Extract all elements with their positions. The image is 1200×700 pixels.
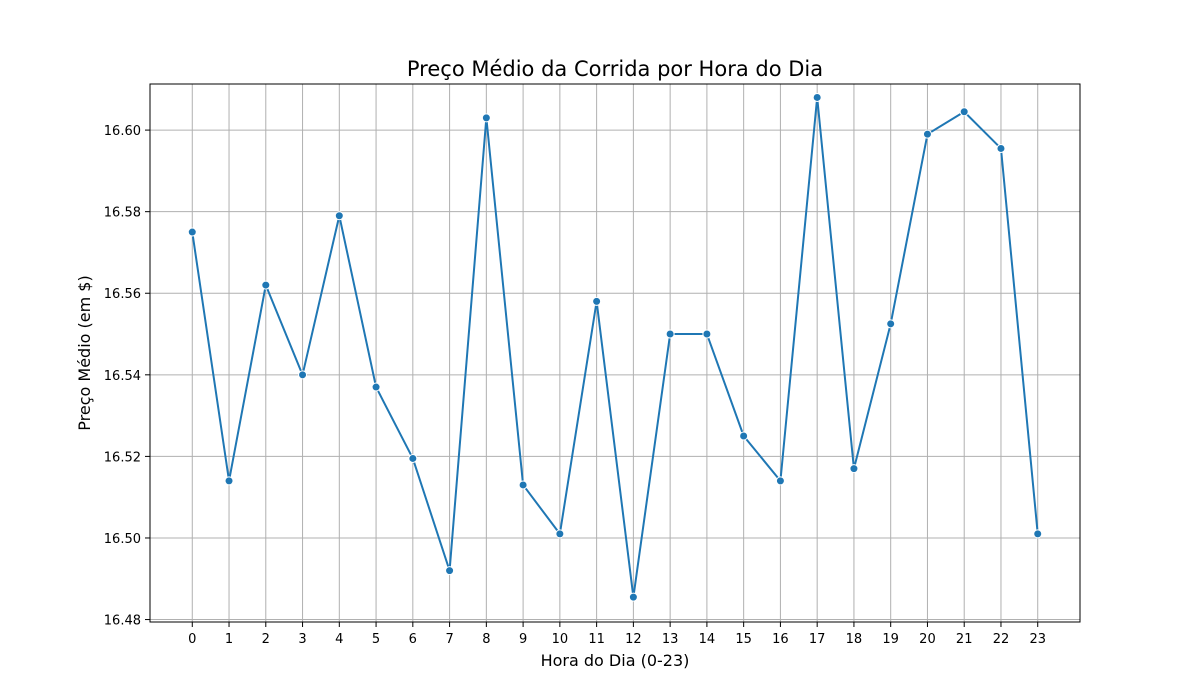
data-point: [555, 529, 565, 539]
x-tick-label: 23: [1029, 632, 1046, 647]
data-point: [739, 431, 749, 441]
x-tick-label: 2: [262, 632, 270, 647]
x-tick-label: 10: [552, 632, 569, 647]
data-point: [298, 370, 308, 380]
x-tick-label: 0: [188, 632, 196, 647]
y-axis-label: Preço Médio (em $): [75, 275, 94, 430]
x-tick-label: 16: [772, 632, 789, 647]
x-tick-label: 7: [445, 632, 453, 647]
data-point: [886, 319, 896, 329]
data-point: [775, 476, 785, 486]
x-tick-label: 8: [482, 632, 490, 647]
data-point: [959, 107, 969, 117]
chart-title: Preço Médio da Corrida por Hora do Dia: [407, 57, 823, 81]
data-point: [812, 92, 822, 102]
data-point: [481, 113, 491, 123]
data-point: [187, 227, 197, 237]
x-tick-label: 21: [956, 632, 973, 647]
data-point: [445, 566, 455, 576]
x-tick-label: 3: [298, 632, 306, 647]
data-point: [224, 476, 234, 486]
series-line: [191, 96, 1039, 599]
data-point: [665, 329, 675, 339]
x-tick-label: 12: [625, 632, 642, 647]
x-tick-label: 17: [809, 632, 826, 647]
data-point: [261, 280, 271, 290]
series-layer: [187, 92, 1043, 602]
x-tick-label: 14: [699, 632, 716, 647]
y-tick-label: 16.52: [104, 450, 141, 465]
x-tick-label: 13: [662, 632, 679, 647]
plot-frame: [149, 83, 1081, 623]
ticks: 0 1 2 3 4 5 6 7 8 9 10 11 12 13 14 15 16 17 18 19 20 21 22 2316…: [104, 124, 1046, 647]
grid: [150, 84, 1080, 622]
x-tick-label: 4: [335, 632, 343, 647]
x-axis-label: Hora do Dia (0-23): [541, 651, 690, 670]
x-tick-label: 19: [882, 632, 899, 647]
data-point: [334, 211, 344, 221]
y-tick-label: 16.56: [104, 287, 141, 302]
data-point: [849, 464, 859, 474]
x-tick-label: 18: [846, 632, 863, 647]
x-tick-label: 1: [225, 632, 233, 647]
x-tick-label: 15: [735, 632, 752, 647]
data-point: [628, 592, 638, 602]
data-point: [922, 129, 932, 139]
data-point: [996, 143, 1006, 153]
y-tick-label: 16.50: [104, 532, 141, 547]
data-point: [408, 453, 418, 463]
x-tick-label: 6: [409, 632, 417, 647]
x-tick-label: 5: [372, 632, 380, 647]
y-tick-label: 16.54: [104, 369, 141, 384]
x-tick-label: 9: [519, 632, 527, 647]
data-point: [518, 480, 528, 490]
data-point: [371, 382, 381, 392]
y-tick-label: 16.60: [104, 124, 141, 139]
x-tick-label: 22: [993, 632, 1010, 647]
data-point: [702, 329, 712, 339]
data-point: [592, 296, 602, 306]
x-tick-label: 20: [919, 632, 936, 647]
x-tick-label: 11: [588, 632, 605, 647]
data-point: [1033, 529, 1043, 539]
y-tick-label: 16.48: [104, 614, 141, 629]
y-tick-label: 16.58: [104, 206, 141, 221]
